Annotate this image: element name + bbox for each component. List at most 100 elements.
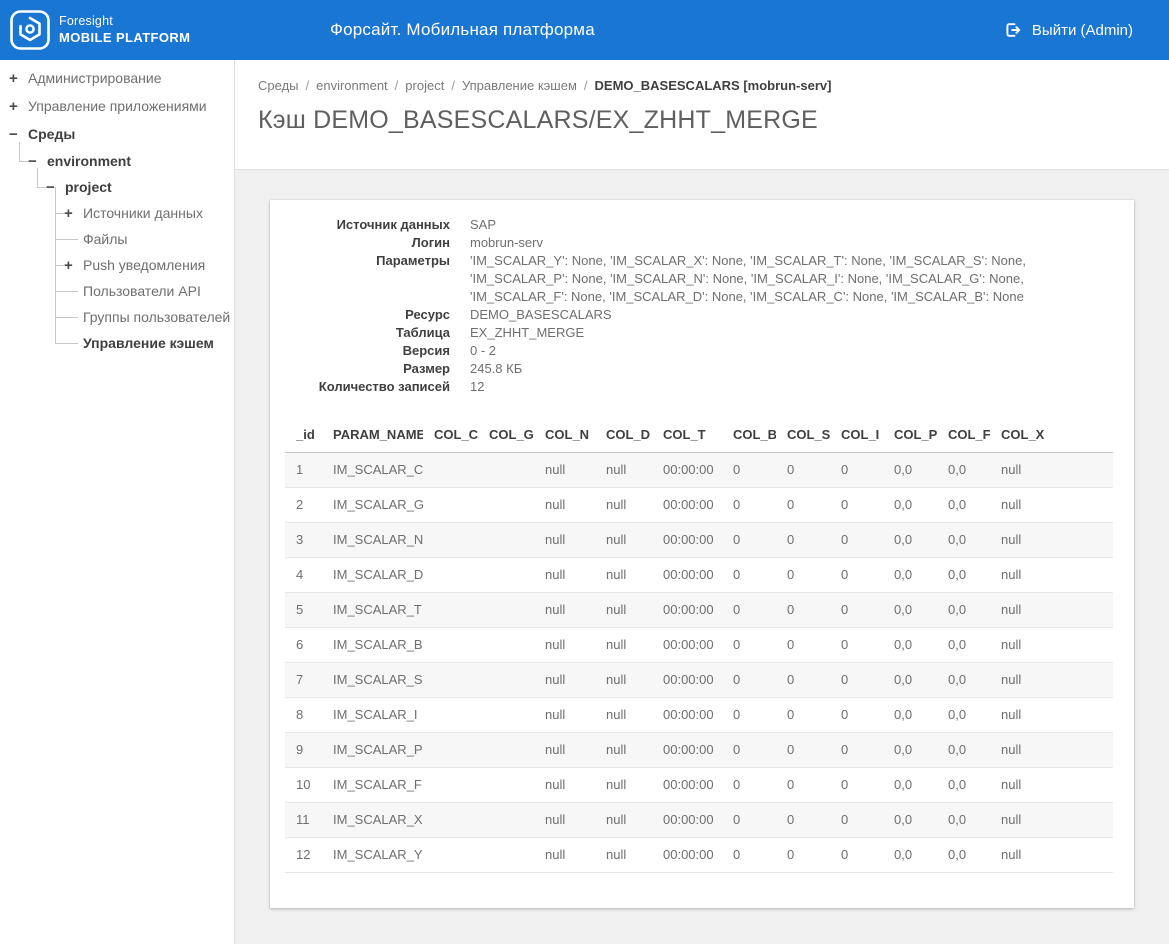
table-cell [478, 767, 534, 803]
sidebar-item[interactable]: Группы пользователей [0, 291, 234, 330]
collapse-icon[interactable]: − [9, 125, 18, 143]
table-cell: null [990, 697, 1113, 733]
table-cell: 00:00:00 [652, 732, 722, 768]
table-cell: 0,0 [937, 557, 990, 593]
breadcrumb-link[interactable]: Среды [258, 78, 299, 93]
table-cell: 0 [830, 662, 883, 698]
table-cell: 11 [285, 802, 322, 838]
detail-label: Параметры [376, 253, 450, 268]
sidebar-item[interactable]: + Push уведомления [0, 239, 234, 278]
table-cell: null [534, 802, 595, 838]
sidebar-item-label: Среды [28, 126, 76, 142]
sidebar-item[interactable]: + Управление приложениями [0, 92, 234, 120]
table-row: 2 IM_SCALAR_G null null 00:00:00 0 0 0 0,0 0,0 nul… [285, 487, 1113, 523]
expand-icon[interactable]: + [64, 204, 73, 222]
column-header: PARAM_NAME [322, 422, 423, 453]
table-cell: 00:00:00 [652, 662, 722, 698]
table-cell [478, 487, 534, 523]
collapse-icon[interactable]: − [28, 152, 37, 170]
table-cell: null [595, 452, 652, 488]
column-header: COL_S [776, 422, 830, 453]
table-cell: IM_SCALAR_D [322, 557, 423, 593]
table-cell: null [595, 767, 652, 803]
breadcrumb-separator: / [394, 78, 399, 93]
table-cell: 0,0 [937, 592, 990, 628]
table-cell: 0 [722, 697, 776, 733]
table-cell: null [595, 522, 652, 558]
table-cell: 0 [722, 767, 776, 803]
sidebar-item[interactable]: + Источники данных [0, 187, 234, 226]
table-cell: IM_SCALAR_Y [322, 837, 423, 873]
sidebar-item[interactable]: Пользователи API [0, 265, 234, 304]
sidebar-item[interactable]: + Администрирование [0, 64, 234, 92]
logo-brand-name: Foresight [59, 14, 113, 29]
table-row: 1 IM_SCALAR_C null null 00:00:00 0 0 0 0,0 0,0 nul… [285, 452, 1113, 488]
table-cell: 0 [830, 837, 883, 873]
logo-product-name: MOBILE PLATFORM [59, 29, 191, 45]
table-cell [478, 627, 534, 663]
table-cell: 0,0 [937, 697, 990, 733]
column-header: _id [285, 422, 322, 453]
detail-value: 245.8 КБ [470, 361, 523, 376]
main-area: Среды / environment / project / Управление кэш… [235, 60, 1169, 944]
sidebar-item[interactable]: Файлы [0, 213, 234, 252]
detail-value: SAP [470, 217, 497, 232]
table-row: 10 IM_SCALAR_F null null 00:00:00 0 0 0 0,0 0,0 nu… [285, 767, 1113, 803]
table-cell [478, 802, 534, 838]
table-cell: 0 [722, 522, 776, 558]
collapse-icon[interactable]: − [46, 178, 55, 196]
detail-label: Размер [403, 361, 450, 376]
expand-icon[interactable]: + [9, 97, 18, 115]
table-cell: IM_SCALAR_C [322, 452, 423, 488]
cache-table: _id PARAM_NAME COL_C COL_G COL_N COL_D COL_T CO… [285, 422, 1113, 873]
table-row: 8 IM_SCALAR_I null null 00:00:00 0 0 0 0,0 0,0 nul… [285, 697, 1113, 733]
breadcrumb-link[interactable]: project [405, 78, 445, 93]
table-cell: null [534, 767, 595, 803]
table-cell: null [534, 837, 595, 873]
table-cell: null [595, 732, 652, 768]
table-cell: 0 [830, 627, 883, 663]
table-cell: 00:00:00 [652, 802, 722, 838]
table-cell: 1 [285, 452, 322, 488]
table-cell: 0 [830, 802, 883, 838]
table-cell: null [990, 662, 1113, 698]
column-header: COL_D [595, 422, 652, 453]
breadcrumb-link[interactable]: environment [316, 78, 388, 93]
table-cell: 0,0 [937, 732, 990, 768]
table-cell: 0 [776, 452, 830, 488]
sidebar-item[interactable]: − Среды [0, 120, 234, 148]
expand-icon[interactable]: + [64, 256, 73, 274]
breadcrumb-link[interactable]: Управление кэшем [461, 78, 577, 93]
table-cell: 0 [776, 487, 830, 523]
detail-label: Таблица [395, 325, 450, 340]
table-cell: 0,0 [883, 452, 937, 488]
logout-button[interactable]: Выйти (Admin) [1005, 0, 1133, 60]
detail-value: DEMO_BASESCALARS [470, 307, 612, 322]
table-cell: null [534, 697, 595, 733]
table-cell [423, 697, 478, 733]
table-cell: null [990, 487, 1113, 523]
detail-value: EX_ZHHT_MERGE [470, 325, 585, 340]
sidebar-item-label: Управление приложениями [28, 98, 207, 114]
expand-icon[interactable]: + [9, 69, 18, 87]
detail-row: Версия 0 - 2 [285, 342, 1119, 360]
column-header: COL_C [423, 422, 478, 453]
table-cell: null [990, 732, 1113, 768]
table-cell: 0 [722, 802, 776, 838]
table-cell [423, 627, 478, 663]
table-cell: IM_SCALAR_G [322, 487, 423, 523]
detail-row: Размер 245.8 КБ [285, 360, 1119, 378]
table-row: 9 IM_SCALAR_P null null 00:00:00 0 0 0 0,0 0,0 nul… [285, 732, 1113, 768]
table-cell: 3 [285, 522, 322, 558]
sidebar-item[interactable]: − environment [0, 142, 234, 174]
content-area: Источник данных SAP Логин mobrun-serv Параме… [235, 170, 1169, 944]
table-cell: 10 [285, 767, 322, 803]
sidebar-item-selected[interactable]: Управление кэшем [0, 317, 234, 356]
table-cell: null [595, 557, 652, 593]
column-header: COL_X [990, 422, 1113, 453]
app-logo[interactable]: Foresight MOBILE PLATFORM [10, 10, 190, 50]
table-cell: 00:00:00 [652, 557, 722, 593]
table-cell [423, 522, 478, 558]
sidebar-item[interactable]: − project [0, 168, 234, 200]
logo-text: Foresight MOBILE PLATFORM [59, 13, 190, 46]
